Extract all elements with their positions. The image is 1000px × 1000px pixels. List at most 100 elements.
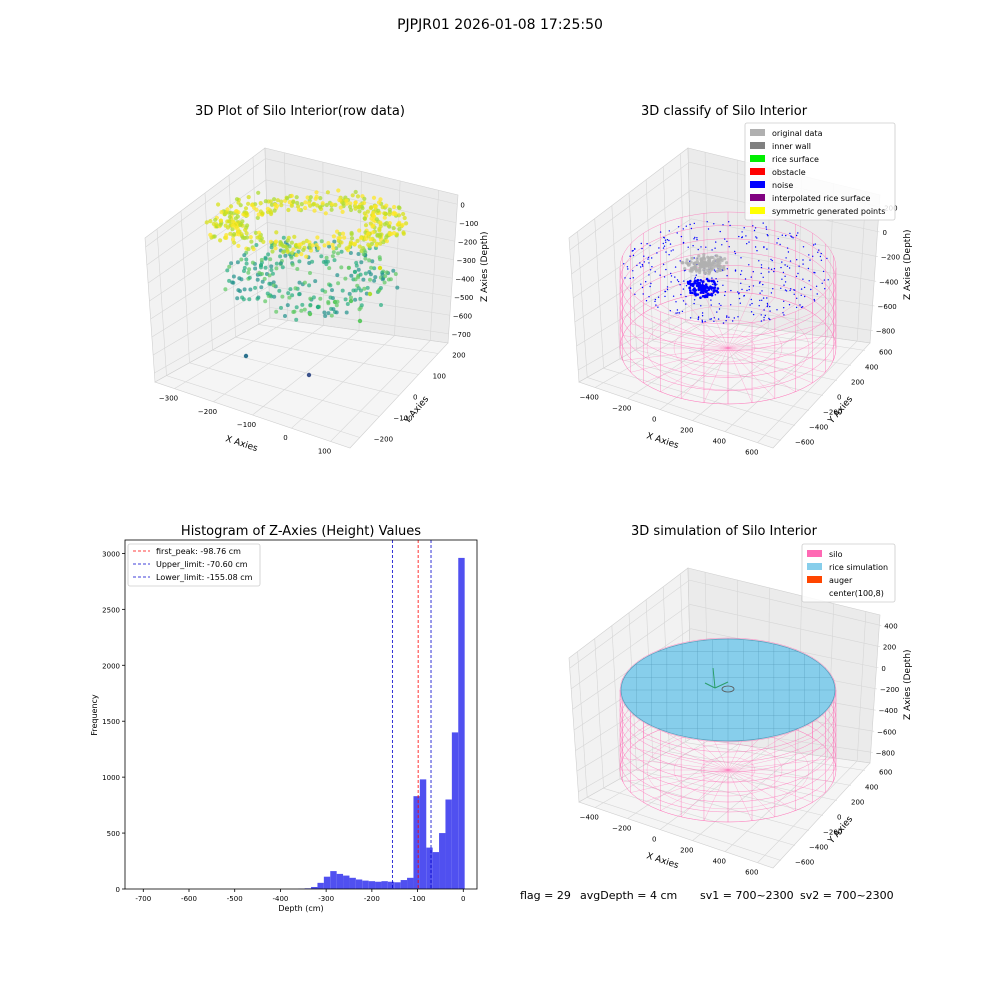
original-point [700,261,704,265]
x-tick-label: 0 [652,836,656,844]
data-point [307,283,312,288]
generated-point [808,280,810,282]
data-point [355,194,361,199]
data-point [327,282,331,287]
data-point [308,303,313,308]
generated-point [761,299,763,301]
noise-point [716,291,720,294]
generated-point [776,242,778,244]
data-point [272,208,277,213]
data-point [361,277,366,282]
noise-point [687,282,690,285]
outlier-point [348,298,354,304]
gridline [574,246,877,323]
plot2-legend-frame [744,122,896,221]
generated-point [663,245,666,247]
data-point [246,195,251,200]
data-point [320,201,325,206]
generated-point [654,298,657,301]
histogram-bar [368,881,376,889]
generated-point [734,270,737,272]
plot4-legend-swatch [807,550,822,557]
noise-point [701,288,704,292]
data-point [225,207,230,212]
generated-point [669,243,672,245]
original-point [714,254,718,258]
gridline [213,325,324,403]
data-point [255,272,260,277]
data-point [296,249,301,254]
data-point [387,212,392,217]
generated-point [690,227,693,230]
y-tick-label: 2000 [102,662,120,670]
data-point [232,223,237,228]
data-point [343,297,348,302]
gridline [652,760,838,801]
data-point [216,202,221,207]
generated-point [784,281,787,283]
original-point [703,271,707,275]
noise-point [699,286,703,289]
x-tick-label: 400 [713,438,726,446]
data-point [356,273,361,278]
generated-point [642,293,644,295]
original-point [699,263,703,267]
generated-point [650,282,652,285]
outlier-point [357,318,363,324]
data-point [349,230,354,236]
data-point [322,310,327,315]
generated-point [738,235,740,238]
generated-point [726,275,728,277]
original-point [704,262,708,266]
data-point [377,255,382,260]
original-point [687,262,691,266]
generated-point [663,236,665,239]
z-tick-label: 400 [884,623,897,631]
noise-point [705,277,709,281]
generated-point [662,263,665,265]
generated-point [689,317,692,319]
plot3-xlabel: Depth (cm) [278,904,323,913]
noise-point [696,281,700,285]
generated-point [720,256,722,259]
data-point [285,249,290,254]
generated-point [809,259,811,261]
generated-point [733,317,735,319]
data-point [238,222,243,228]
generated-point [728,316,730,318]
data-point [338,240,343,245]
noise-point [694,281,697,285]
gridline [576,275,875,347]
generated-point [711,249,713,251]
data-point [318,205,323,210]
data-point [376,208,381,213]
data-point [278,248,283,253]
data-point [268,199,273,204]
z-tick-label: −300 [457,257,476,265]
generated-point [694,236,696,239]
original-point [708,259,712,263]
generated-point [692,245,694,247]
data-point [217,224,222,229]
data-point [244,246,249,251]
gridline [151,264,452,338]
generated-point [812,244,815,246]
data-point [239,232,244,237]
data-point [229,222,234,227]
generated-point [748,264,750,266]
plot3-bars [298,557,465,889]
generated-point [645,281,647,283]
generated-point [765,228,768,230]
data-point [307,310,312,315]
gridline [636,769,824,816]
generated-point [755,236,757,238]
original-point [703,271,707,275]
original-point [694,264,698,268]
data-point [302,245,307,250]
generated-point [722,284,724,286]
data-point [396,222,401,227]
data-point [236,229,241,234]
original-point [717,268,721,272]
data-point [364,291,369,296]
x-tick-label: -600 [181,895,197,903]
